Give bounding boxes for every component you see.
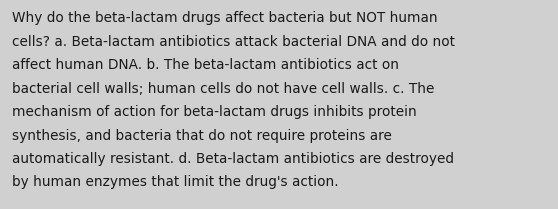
Text: Why do the beta-lactam drugs affect bacteria but NOT human: Why do the beta-lactam drugs affect bact… <box>12 11 438 25</box>
Text: synthesis, and bacteria that do not require proteins are: synthesis, and bacteria that do not requ… <box>12 129 392 143</box>
Text: cells? a. Beta-lactam antibiotics attack bacterial DNA and do not: cells? a. Beta-lactam antibiotics attack… <box>12 35 455 49</box>
Text: by human enzymes that limit the drug's action.: by human enzymes that limit the drug's a… <box>12 175 339 189</box>
Text: automatically resistant. d. Beta-lactam antibiotics are destroyed: automatically resistant. d. Beta-lactam … <box>12 152 454 166</box>
Text: bacterial cell walls; human cells do not have cell walls. c. The: bacterial cell walls; human cells do not… <box>12 82 435 96</box>
Text: affect human DNA. b. The beta-lactam antibiotics act on: affect human DNA. b. The beta-lactam ant… <box>12 58 400 72</box>
Text: mechanism of action for beta-lactam drugs inhibits protein: mechanism of action for beta-lactam drug… <box>12 105 417 119</box>
